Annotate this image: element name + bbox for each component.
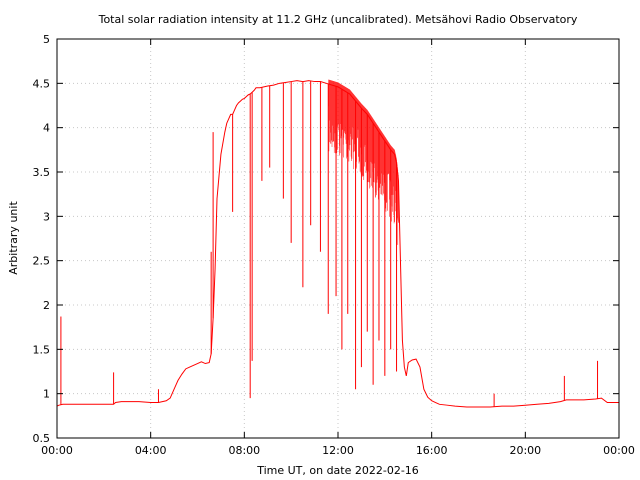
noise-band [328,79,399,245]
x-tick-label: 04:00 [135,444,167,457]
x-tick-label: 00:00 [41,444,73,457]
x-tick-label: 12:00 [322,444,354,457]
y-tick-label: 5 [43,33,50,46]
y-tick-label: 2 [43,299,50,312]
y-tick-label: 4.5 [33,77,51,90]
y-tick-label: 1 [43,388,50,401]
x-tick-label: 08:00 [228,444,260,457]
y-tick-label: 3.5 [33,166,51,179]
grid-lines [57,39,619,438]
chart-title: Total solar radiation intensity at 11.2 … [98,13,578,26]
y-tick-label: 0.5 [33,432,51,445]
ticks: 00:00 04:00 08:00 12:00 16:00 20:00 00:000.511… [33,33,635,457]
x-tick-label: 00:00 [603,444,635,457]
y-tick-label: 2.5 [33,255,51,268]
y-axis-label: Arbitrary unit [7,201,20,275]
x-tick-label: 20:00 [509,444,541,457]
series-layer [56,79,619,408]
x-tick-label: 16:00 [416,444,448,457]
y-tick-label: 3 [43,210,50,223]
series-line [56,80,619,408]
y-tick-label: 4 [43,122,50,135]
y-tick-label: 1.5 [33,343,51,356]
x-axis-label: Time UT, on date 2022-02-16 [256,464,419,477]
